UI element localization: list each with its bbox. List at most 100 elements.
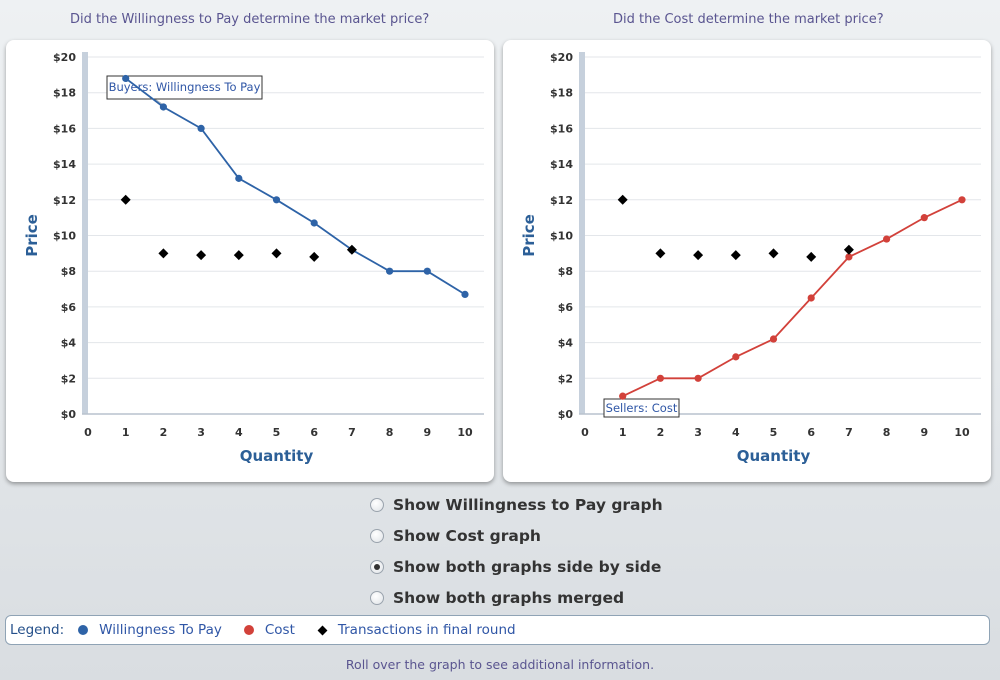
willingness-chart-panel[interactable]: $0 $2 $4 $6 $8 $10 $12 $14 $16 $18 $20 0 1 2 3 4 5 6 7 8 9 10… (6, 40, 494, 482)
diamond-icon (317, 625, 328, 635)
willingness-point (272, 196, 281, 204)
y-tick-label: $20 (53, 51, 76, 64)
y-tick-label: $18 (53, 87, 76, 100)
y-tick-label: $2 (558, 372, 573, 385)
y-tick-label: $8 (558, 265, 573, 278)
callout-box (603, 398, 680, 418)
x-tick-label: 1 (122, 426, 130, 439)
x-tick-label: 6 (807, 426, 815, 439)
transaction-point (309, 251, 320, 262)
cost-point (883, 235, 891, 243)
footer-hint: Roll over the graph to see additional in… (345, 657, 655, 672)
y-tick-label: $0 (558, 408, 574, 421)
radio-side-by-side[interactable] (370, 559, 384, 574)
x-tick-label: 8 (883, 426, 891, 439)
x-tick-label: 0 (581, 426, 589, 439)
y-tick-label: $2 (61, 372, 76, 385)
legend-bar: Legend: Willingness To Pay Cost Transact… (5, 615, 990, 645)
option-label: Show Willingness to Pay graph (393, 495, 663, 514)
willingness-point (461, 290, 469, 299)
x-tick-label: 9 (423, 426, 431, 439)
y-tick-label: $8 (61, 265, 76, 278)
option-label: Show Cost graph (393, 526, 541, 545)
x-tick-label: 4 (235, 426, 243, 439)
cost-point (845, 253, 853, 261)
x-tick-label: 10 (954, 426, 970, 439)
transaction-point (196, 250, 207, 261)
willingness-point (122, 74, 130, 83)
radio-merged[interactable] (370, 590, 384, 605)
y-tick-label: $0 (61, 408, 77, 421)
y-tick-label: $6 (61, 301, 77, 314)
cost-point (694, 374, 702, 382)
x-tick-label: 6 (310, 426, 318, 439)
y-axis-bar (82, 52, 88, 414)
graph-view-options: Show Willingness to Pay graph Show Cost … (370, 489, 663, 613)
radio-cost-graph[interactable] (370, 528, 384, 543)
option-label: Show both graphs side by side (393, 557, 662, 576)
cost-point (769, 335, 778, 343)
x-tick-label: 5 (273, 426, 281, 439)
callout-label: Buyers: Willingness To Pay (109, 80, 261, 94)
legend-label: Transactions in final round (337, 622, 516, 638)
y-tick-label: $18 (550, 87, 573, 100)
willingness-point (423, 267, 431, 275)
x-tick-label: 5 (770, 426, 778, 439)
transaction-point (120, 194, 131, 205)
transaction-point (806, 251, 817, 262)
y-tick-label: $20 (550, 51, 573, 64)
willingness-point (386, 267, 394, 275)
option-willingness-graph[interactable]: Show Willingness to Pay graph (370, 489, 663, 520)
y-tick-label: $10 (53, 230, 76, 243)
x-tick-label: 3 (694, 426, 702, 439)
y-tick-label: $6 (558, 301, 574, 314)
transaction-point (158, 248, 169, 259)
cost-point (656, 374, 664, 382)
y-axis-bar (579, 52, 585, 414)
cost-point (807, 294, 815, 302)
option-side-by-side[interactable]: Show both graphs side by side (370, 551, 663, 582)
legend-item-willingness: Willingness To Pay (78, 622, 222, 638)
x-tick-label: 0 (84, 426, 92, 439)
option-merged[interactable]: Show both graphs merged (370, 582, 663, 613)
transaction-point (233, 250, 244, 261)
y-tick-label: $16 (550, 122, 573, 135)
x-tick-label: 2 (657, 426, 665, 439)
x-tick-label: 2 (160, 426, 168, 439)
option-label: Show both graphs merged (393, 588, 625, 607)
willingness-chart[interactable]: $0 $2 $4 $6 $8 $10 $12 $14 $16 $18 $20 0 1 2 3 4 5 6 7 8 9 10… (6, 40, 494, 482)
legend-label: Willingness To Pay (99, 622, 222, 638)
x-axis-title: Quantity (240, 447, 314, 465)
x-tick-label: 7 (348, 426, 356, 439)
y-axis-title: Price (23, 214, 41, 257)
willingness-line (125, 77, 466, 296)
willingness-point (235, 174, 243, 182)
cost-point (619, 392, 627, 400)
y-tick-label: $4 (61, 337, 77, 350)
x-tick-label: 9 (920, 426, 928, 439)
y-tick-label: $10 (550, 230, 573, 243)
y-tick-label: $12 (550, 194, 573, 207)
cost-chart[interactable]: $0 $2 $4 $6 $8 $10 $12 $14 $16 $18 $20 0 1 2 3 4 5 6 7 8 9 10… (503, 40, 991, 482)
willingness-point (310, 219, 318, 227)
transaction-point (768, 248, 779, 259)
willingness-point (159, 103, 167, 111)
blue-dot-icon (78, 625, 89, 635)
y-tick-label: $14 (53, 158, 76, 171)
transaction-point (346, 244, 357, 255)
cost-chart-panel[interactable]: $0 $2 $4 $6 $8 $10 $12 $14 $16 $18 $20 0 1 2 3 4 5 6 7 8 9 10… (503, 40, 991, 482)
option-cost-graph[interactable]: Show Cost graph (370, 520, 663, 551)
radio-willingness-graph[interactable] (370, 497, 384, 512)
x-axis-title: Quantity (737, 447, 811, 465)
y-tick-label: $14 (550, 158, 573, 171)
transaction-point (655, 248, 666, 259)
transaction-point (730, 250, 741, 261)
x-tick-label: 1 (619, 426, 627, 439)
legend-title: Legend: (10, 622, 65, 638)
left-chart-title: Did the Willingness to Pay determine the… (70, 12, 430, 27)
x-tick-label: 8 (386, 426, 394, 439)
transaction-point (271, 248, 282, 259)
right-chart-title: Did the Cost determine the market price? (613, 12, 884, 27)
x-tick-label: 10 (457, 426, 473, 439)
cost-point (920, 214, 928, 222)
